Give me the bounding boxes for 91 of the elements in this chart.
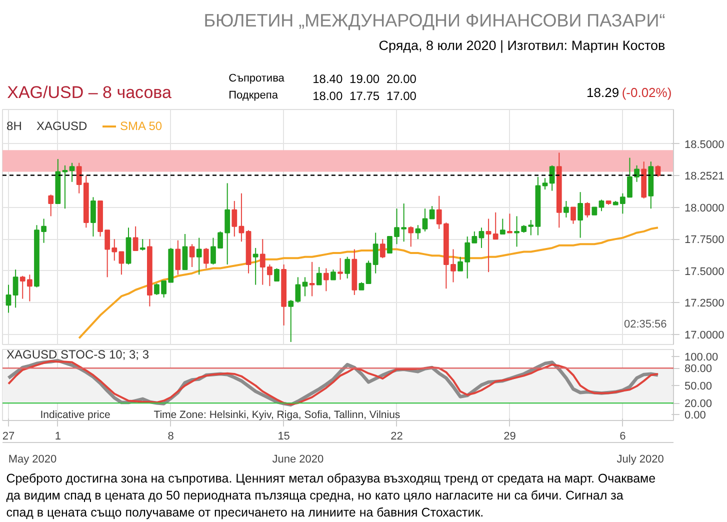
candlestick: [140, 238, 146, 251]
candlestick: [492, 212, 498, 240]
text: БЮЛЕТИН „МЕЖДУНАРОДНИ ФИНАНСОВИ ПАЗАРИ“: [204, 10, 666, 30]
y-tick-label: 80.00: [684, 363, 712, 376]
x-tick-label: 6: [620, 430, 626, 442]
candlestick: [338, 258, 343, 280]
candlestick: [175, 240, 181, 276]
candlestick: [252, 247, 258, 286]
x-tick-label: 15: [278, 430, 290, 442]
y-tick-label: 17.5000: [684, 266, 724, 278]
text: 18.40: [312, 72, 343, 86]
text: 18.00: [312, 89, 343, 103]
candlestick: [6, 284, 12, 314]
candlestick: [232, 200, 238, 238]
candlestick: [330, 269, 336, 280]
candlestick: [118, 251, 124, 276]
text: 17.00: [386, 89, 417, 103]
text: Подкрепа: [228, 90, 279, 102]
ref-line-label: 18.2521: [684, 170, 724, 182]
candlestick: [189, 244, 195, 268]
candlestick: [584, 202, 590, 218]
candlestick: [450, 248, 456, 283]
y-tick-label: 18.5000: [684, 138, 724, 151]
candlestick: [500, 218, 506, 234]
candlestick: [655, 164, 661, 178]
candlestick: [203, 247, 209, 269]
candlestick: [12, 269, 18, 308]
x-tick-label: 1: [54, 430, 61, 442]
annotation: XAGUSD STOC-S 10; 3; 3: [6, 347, 150, 362]
candlestick: [309, 261, 315, 297]
candlestick: [267, 264, 272, 287]
y-tick-label: 18.0000: [684, 202, 724, 214]
candlestick: [578, 192, 584, 238]
legend-label: SMA 50: [120, 119, 162, 134]
candlestick: [507, 213, 512, 234]
y-tick-label: 0.00: [684, 410, 706, 422]
candlestick: [570, 206, 576, 224]
text: Среброто достигна зона на съпротива. Ценният метал образува възходящ тренд от средата на март. Очакваме да видим спад в цената до 50 периодната пълзяща средна, но като цяло нагласите ни са бичи. Сигнал за спад в цената също получаваме от пресичането на линиите на бавния Стохастик.: [6, 472, 656, 520]
annotation: Time Zone: Helsinki, Kyiv, Riga, Sofia, Tallinn, Vilnius: [154, 409, 400, 422]
candlestick: [344, 256, 350, 279]
text: Съпротива: [228, 72, 286, 84]
candlestick: [90, 196, 96, 238]
candlestick: [380, 238, 386, 259]
text: XAG/USD – 8 часова: [7, 83, 172, 102]
text: 17.75: [350, 89, 380, 103]
candlestick: [238, 192, 244, 242]
text: Сряда, 8 юли 2020 | Изготвил: Мартин Костов: [378, 38, 666, 53]
candlestick: [478, 227, 484, 248]
annotation: Indicative price: [40, 409, 110, 422]
y-tick-label: 20.00: [684, 398, 712, 410]
candlestick: [387, 236, 392, 254]
candlestick: [422, 208, 428, 232]
candlestick: [316, 266, 322, 286]
candlestick: [69, 162, 75, 182]
text: 18.29: [586, 85, 620, 100]
candlestick: [429, 206, 435, 220]
x-tick-label: 27: [2, 430, 15, 442]
text: June 2020: [272, 454, 324, 466]
candlestick: [486, 218, 492, 273]
candlestick: [542, 178, 548, 190]
text: (-0.02%): [622, 85, 672, 100]
annotation: 02:35:56: [624, 318, 667, 330]
x-tick-label: 29: [504, 430, 516, 442]
text: July 2020: [616, 454, 664, 466]
candlestick: [366, 260, 372, 284]
candlestick: [323, 268, 329, 292]
candlestick: [48, 194, 54, 217]
candlestick: [302, 276, 308, 297]
text: 20.00: [386, 72, 417, 86]
candlestick: [132, 226, 138, 251]
y-tick-label: 17.0000: [684, 329, 724, 342]
candlestick: [182, 233, 188, 270]
y-tick-label: 50.00: [684, 380, 712, 393]
candlestick: [408, 226, 414, 248]
y-tick-label: 17.2500: [684, 298, 724, 310]
candlestick: [564, 200, 569, 218]
candlestick: [598, 199, 604, 212]
candlestick: [274, 268, 280, 282]
candlestick: [549, 164, 555, 192]
y-tick-label: 100.00: [684, 351, 718, 364]
y-tick-label: 17.7500: [684, 234, 724, 246]
candlestick: [415, 224, 421, 240]
annotation: 8H: [6, 118, 22, 133]
candlestick: [260, 238, 266, 286]
candlestick: [372, 232, 378, 274]
candlestick: [196, 237, 202, 276]
x-tick-label: 22: [390, 430, 403, 442]
annotation: XAGUSD: [36, 118, 88, 133]
x-tick-label: 8: [168, 430, 174, 442]
text: 19.00: [350, 72, 380, 86]
text: May 2020: [8, 454, 57, 466]
